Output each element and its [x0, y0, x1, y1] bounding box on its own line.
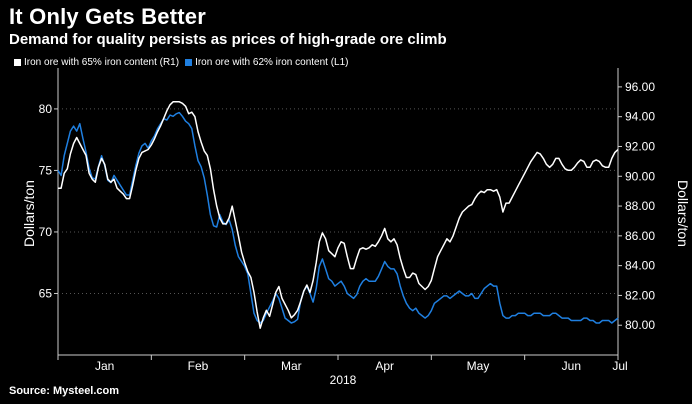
legend-item-62: Iron ore with 62% iron content (L1)	[185, 57, 349, 68]
right-tick-label: 88.00	[625, 199, 655, 213]
left-tick-label: 65	[39, 286, 53, 300]
right-tick-label: 92.00	[625, 139, 655, 153]
source-note: Source: Mysteel.com	[9, 385, 120, 397]
right-tick-label: 94.00	[625, 110, 655, 124]
x-tick-label-mar: Mar	[281, 359, 302, 373]
right-tick-label: 82.00	[625, 288, 655, 302]
right-tick-label: 90.00	[625, 169, 655, 183]
legend-item-65: Iron ore with 65% iron content (R1)	[14, 57, 179, 68]
x-tick-label-jun: Jun	[562, 359, 581, 373]
x-tick-label-apr: Apr	[375, 359, 394, 373]
x-tick-label-feb: Feb	[188, 359, 209, 373]
legend-swatch-white	[14, 59, 21, 66]
right-tick-label: 86.00	[625, 229, 655, 243]
left-tick-label: 75	[39, 163, 53, 177]
legend-label-65: Iron ore with 65% iron content (R1)	[24, 57, 180, 68]
x-tick-label-may: May	[467, 359, 490, 373]
series-line-62-percent	[57, 111, 619, 324]
left-tick-label: 80	[39, 102, 53, 116]
chart-title: It Only Gets Better	[9, 4, 206, 29]
legend-swatch-blue	[185, 59, 193, 66]
legend: Iron ore with 65% iron content (R1) Iron…	[14, 57, 355, 68]
left-axis-title: Dollars/ton	[21, 180, 37, 247]
x-tick-label-jul: Jul	[612, 359, 627, 373]
x-year-label: 2018	[330, 373, 357, 387]
right-tick-label: 96.00	[625, 80, 655, 94]
right-tick-label: 84.00	[625, 259, 655, 273]
left-tick-label: 70	[39, 225, 53, 239]
legend-label-62: Iron ore with 62% iron content (L1)	[195, 57, 349, 68]
chart-subtitle: Demand for quality persists as prices of…	[9, 31, 447, 48]
right-axis-title: Dollars/ton	[675, 180, 691, 247]
series-line-65-percent	[58, 101, 619, 329]
right-tick-label: 80.00	[625, 318, 655, 332]
x-tick-label-jan: Jan	[95, 359, 114, 373]
